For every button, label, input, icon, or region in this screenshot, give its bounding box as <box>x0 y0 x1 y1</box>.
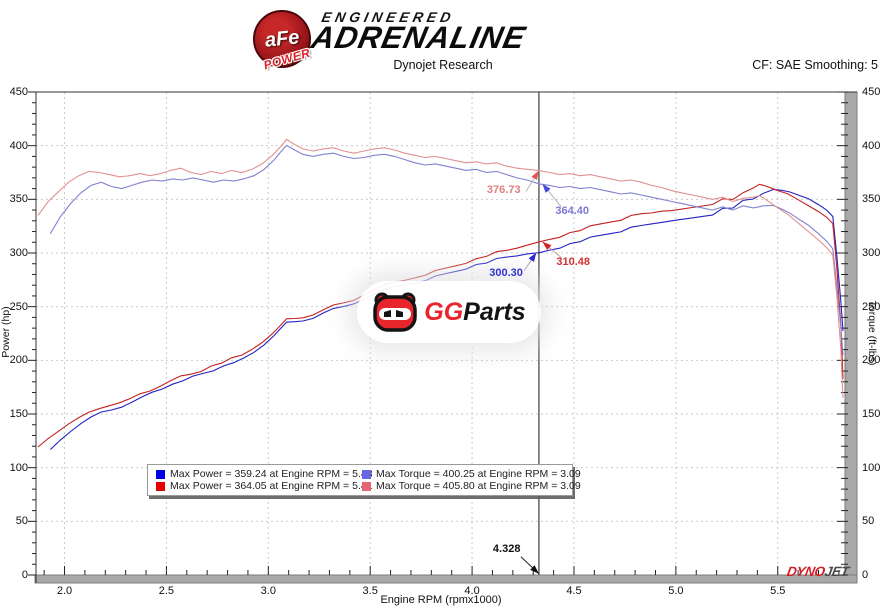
legend-swatch-icon <box>156 469 165 479</box>
x-tick-label: 5.5 <box>770 585 786 597</box>
annotation-arrowhead <box>531 170 539 180</box>
legend-text: Max Power = 359.24 at Engine RPM = 5.48 <box>170 468 373 480</box>
smoothing-info: CF: SAE Smoothing: 5 <box>752 58 878 72</box>
annotation-arrowhead <box>542 241 552 250</box>
y-left-tick-label: 200 <box>9 354 28 367</box>
legend-swatch-icon <box>362 481 371 491</box>
curve-torque-red <box>37 138 844 398</box>
ggparts-wordmark: GGParts <box>424 297 526 326</box>
y-left-tick-label: 0 <box>21 569 28 581</box>
afe-power-badge: aFe POWER <box>253 10 312 72</box>
y-left-tick-label: 250 <box>9 300 28 313</box>
legend-entry: Max Torque = 405.80 at Engine RPM = 3.09 <box>362 480 581 492</box>
y-left-tick-label: 350 <box>9 193 28 206</box>
annotation-arrowhead <box>528 252 537 262</box>
annotation-value: 310.48 <box>556 255 591 268</box>
brand-line-adrenaline: ADRENALINE <box>308 20 530 55</box>
chart-title: Dynojet Research <box>393 58 493 72</box>
x-tick-label: 5.0 <box>668 585 684 597</box>
y-right-tick-label: 200 <box>862 354 881 367</box>
y-right-tick-label: 0 <box>862 569 869 581</box>
annotation-arrowhead <box>530 565 539 574</box>
x-tick-label: 3.0 <box>260 585 276 597</box>
legend-box: Max Power = 359.24 at Engine RPM = 5.48 M… <box>147 464 581 496</box>
x-tick-label: 2.0 <box>56 585 73 597</box>
curve-power-red <box>37 183 844 448</box>
annotation-value: 376.73 <box>486 183 521 196</box>
legend-swatch-icon <box>362 469 371 479</box>
y-right-tick-label: 400 <box>862 139 881 152</box>
y-right-tick-label: 300 <box>862 247 881 259</box>
legend-text: Max Torque = 405.80 at Engine RPM = 3.09 <box>376 480 581 492</box>
ggparts-mascot-icon <box>373 292 418 332</box>
legend-entry: Max Torque = 400.25 at Engine RPM = 3.09 <box>362 468 581 480</box>
y-left-tick-label: 100 <box>9 461 28 474</box>
x-tick-label: 4.5 <box>566 585 582 597</box>
y-right-tick-label: 250 <box>862 300 881 313</box>
ggparts-watermark: GGParts <box>357 281 541 343</box>
legend-text: Max Power = 364.05 at Engine RPM = 5.41 <box>170 480 373 492</box>
annotation-value: 300.30 <box>489 266 523 279</box>
legend-text: Max Torque = 400.25 at Engine RPM = 3.09 <box>376 468 581 480</box>
y-left-tick-label: 300 <box>9 247 28 259</box>
y-left-tick-label: 450 <box>9 86 28 98</box>
y-left-tick-label: 150 <box>9 408 28 420</box>
x-axis-title: Engine RPM (rpmx1000) <box>380 594 502 606</box>
bottom-axis-bar <box>34 574 858 584</box>
y-right-tick-label: 150 <box>862 408 881 420</box>
y-left-tick-label: 400 <box>9 139 28 152</box>
curve-power-blue <box>49 188 844 450</box>
y-right-tick-label: 350 <box>862 193 881 206</box>
annotation-value: 364.40 <box>555 204 590 217</box>
x-tick-label: 2.5 <box>158 585 175 597</box>
curve-torque-blue <box>49 144 844 356</box>
y-left-tick-label: 50 <box>15 515 28 528</box>
annotation-arrowhead <box>542 183 551 193</box>
y-right-tick-label: 50 <box>862 515 875 528</box>
dynojet-logo: DYNOJET <box>785 564 850 579</box>
legend-entry: Max Power = 364.05 at Engine RPM = 5.41 <box>156 480 373 492</box>
x-tick-label: 4.0 <box>464 585 480 597</box>
y-right-tick-label: 450 <box>862 86 881 98</box>
legend-swatch-icon <box>156 481 165 491</box>
x-tick-label: 3.5 <box>362 585 378 597</box>
y-right-tick-label: 100 <box>862 461 881 474</box>
right-axis-bar <box>844 91 858 584</box>
annotation-value: 4.328 <box>492 542 521 555</box>
legend-entry: Max Power = 359.24 at Engine RPM = 5.48 <box>156 468 373 480</box>
